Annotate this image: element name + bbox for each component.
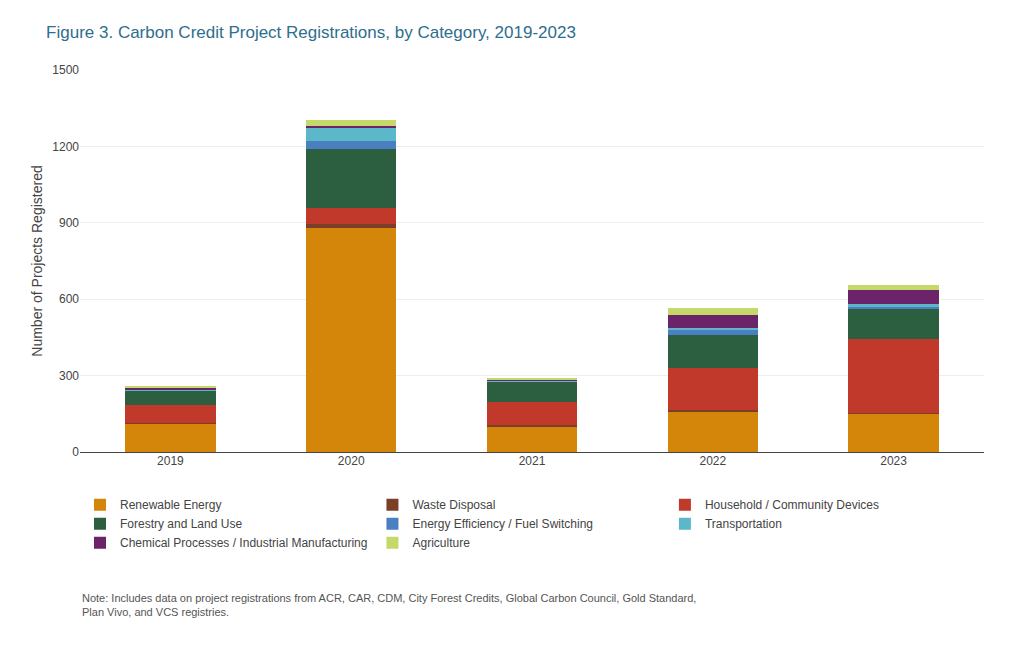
svg-text:2019: 2019 — [157, 454, 184, 468]
svg-text:Forestry and Land Use: Forestry and Land Use — [120, 517, 242, 531]
svg-text:Number of Projects Registered: Number of Projects Registered — [29, 165, 45, 356]
svg-text:2021: 2021 — [519, 454, 546, 468]
svg-text:Energy Efficiency / Fuel Switc: Energy Efficiency / Fuel Switching — [412, 517, 593, 531]
svg-text:2023: 2023 — [880, 454, 907, 468]
svg-text:Household / Community Devices: Household / Community Devices — [705, 498, 879, 512]
svg-text:Agriculture: Agriculture — [412, 536, 470, 550]
svg-text:Figure 3. Carbon Credit Projec: Figure 3. Carbon Credit Project Registra… — [46, 23, 576, 42]
svg-text:Transportation: Transportation — [705, 517, 782, 531]
svg-text:2022: 2022 — [699, 454, 726, 468]
svg-text:600: 600 — [59, 292, 79, 306]
svg-text:Renewable Energy: Renewable Energy — [120, 498, 221, 512]
svg-text:1200: 1200 — [52, 140, 79, 154]
svg-text:0: 0 — [72, 445, 79, 459]
svg-text:Chemical Processes / Industria: Chemical Processes / Industrial Manufact… — [120, 536, 367, 550]
svg-text:300: 300 — [59, 369, 79, 383]
svg-text:Note: Includes data on project: Note: Includes data on project registrat… — [82, 592, 696, 618]
svg-text:Waste Disposal: Waste Disposal — [412, 498, 495, 512]
svg-text:1500: 1500 — [52, 63, 79, 77]
svg-text:900: 900 — [59, 216, 79, 230]
svg-text:2020: 2020 — [338, 454, 365, 468]
